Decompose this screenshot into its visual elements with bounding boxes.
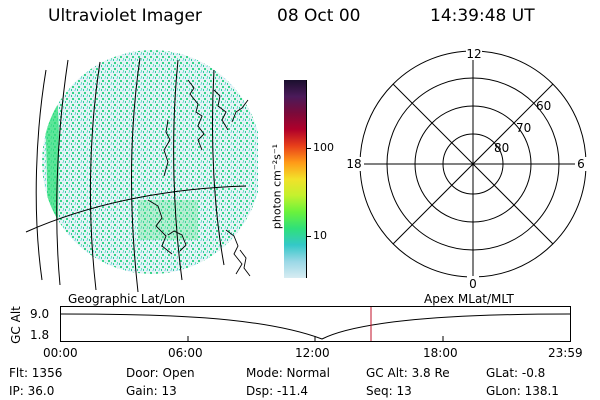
mlt-label-18: 18 bbox=[346, 157, 361, 171]
polar-diagonal bbox=[392, 83, 554, 245]
polar-plot: 12 6 0 18 60 70 80 bbox=[344, 46, 589, 291]
lat-label-70: 70 bbox=[516, 121, 531, 135]
colorbar-label: photon cm⁻²s⁻¹ bbox=[270, 143, 284, 230]
flight-number: Flt: 1356 bbox=[9, 366, 63, 380]
mode-value: Mode: Normal bbox=[246, 366, 330, 380]
mlt-label-12: 12 bbox=[466, 47, 481, 61]
gain-value: Gain: 13 bbox=[126, 384, 177, 398]
orbit-xtick: 23:59 bbox=[548, 346, 583, 360]
emission-disc bbox=[42, 50, 258, 274]
glon-value: GLon: 138.1 bbox=[486, 384, 559, 398]
colorbar-tick-10: 10 bbox=[313, 229, 327, 242]
orbit-xtick: 06:00 bbox=[168, 346, 203, 360]
orbit-ylabel: GC Alt bbox=[9, 306, 23, 344]
orbit-xtick: 12:00 bbox=[295, 346, 330, 360]
lat-label-60: 60 bbox=[536, 99, 551, 113]
time-label: 14:39:48 UT bbox=[430, 6, 535, 26]
orbit-ytick-9: 9.0 bbox=[30, 307, 50, 321]
orbit-xtick: 18:00 bbox=[423, 346, 458, 360]
door-status: Door: Open bbox=[126, 366, 195, 380]
seq-value: Seq: 13 bbox=[366, 384, 412, 398]
colorbar-tickmark bbox=[307, 236, 311, 237]
altitude-curve bbox=[60, 313, 571, 340]
ip-value: IP: 36.0 bbox=[9, 384, 55, 398]
auroral-image-panel bbox=[25, 50, 258, 293]
colorbar-tickmark bbox=[307, 148, 311, 149]
geographic-grid bbox=[25, 57, 247, 293]
lat-label-80: 80 bbox=[494, 141, 509, 155]
colorbar-gradient bbox=[284, 80, 306, 278]
apex-label: Apex MLat/MLT bbox=[424, 292, 514, 306]
mlt-label-6: 6 bbox=[577, 157, 585, 171]
orbit-xtick: 00:00 bbox=[43, 346, 78, 360]
glat-value: GLat: -0.8 bbox=[486, 366, 546, 380]
geographic-label: Geographic Lat/Lon bbox=[68, 292, 186, 306]
orbit-altitude-plot bbox=[60, 306, 571, 342]
mlt-label-0: 0 bbox=[469, 277, 477, 291]
date-label: 08 Oct 00 bbox=[277, 6, 361, 26]
gc-alt-value: GC Alt: 3.8 Re bbox=[366, 366, 450, 380]
colorbar-axis bbox=[306, 80, 307, 278]
dsp-value: Dsp: -11.4 bbox=[246, 384, 309, 398]
orbit-ytick-1_8: 1.8 bbox=[30, 328, 50, 342]
colorbar-tick-100: 100 bbox=[313, 141, 334, 154]
instrument-title: Ultraviolet Imager bbox=[48, 6, 202, 26]
coastlines bbox=[147, 79, 251, 277]
